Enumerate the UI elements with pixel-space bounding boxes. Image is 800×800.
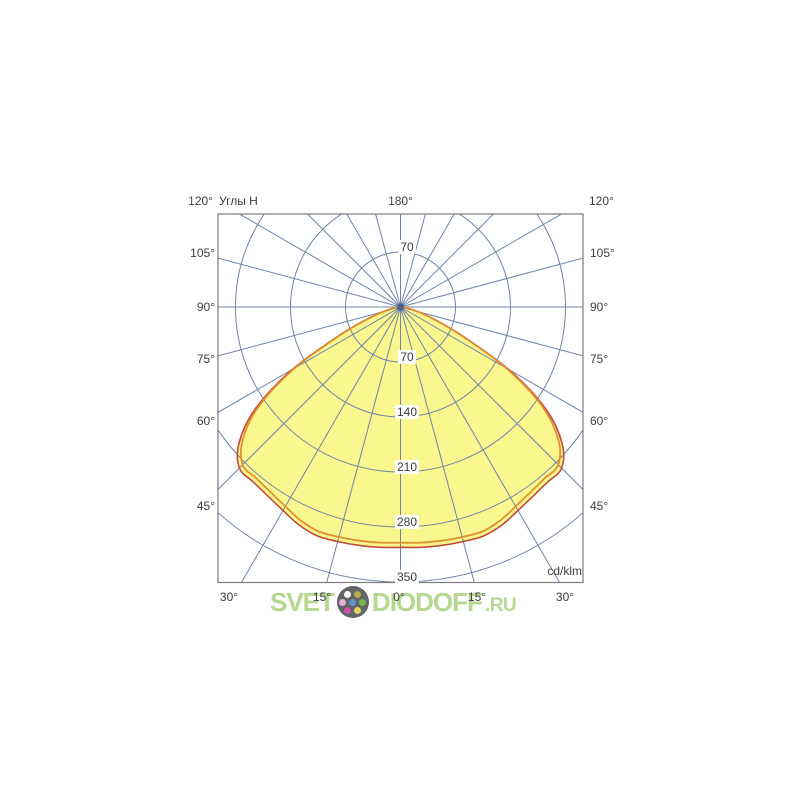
angle-label-bottom-left-30: 30° <box>219 590 239 604</box>
angle-label-right-60: 60° <box>590 414 609 428</box>
logo-dot <box>344 590 352 598</box>
angle-label-left-45: 45° <box>196 499 215 513</box>
angle-label-left-90: 90° <box>196 300 215 314</box>
logo-dot <box>354 606 362 614</box>
angle-label-bottom-left-15: 15° <box>312 590 332 604</box>
svetodiodoff-logo-icon <box>336 586 369 618</box>
ring-label-140: 140 <box>394 405 420 419</box>
angle-label-right-45: 45° <box>590 499 609 513</box>
angle-label-bottom-right-30: 30° <box>555 590 575 604</box>
logo-dot <box>354 590 362 598</box>
angle-label-left-60: 60° <box>196 414 215 428</box>
angle-label-top-180: 180° <box>388 194 413 208</box>
logo-dot <box>359 598 367 606</box>
ring-label-210: 210 <box>394 460 420 474</box>
angle-label-left-75: 75° <box>196 352 215 366</box>
axis-title-ugly-h: Углы H <box>219 194 258 208</box>
angle-label-right-75: 75° <box>590 352 609 366</box>
watermark-text-diodoff: DIODOFF <box>371 586 483 617</box>
ring-label-350: 350 <box>394 570 420 584</box>
ring-label-70: 70 <box>398 350 416 364</box>
angle-label-top-left-120: 120° <box>188 194 213 208</box>
curve-c90 <box>239 306 562 544</box>
polar-grid <box>218 214 583 583</box>
logo-dot <box>349 598 357 606</box>
logo-dot <box>344 606 352 614</box>
site-watermark: SVET DIODOFF .RU <box>270 585 517 619</box>
unit-label-cd-klm: cd/klm <box>547 564 582 578</box>
polar-center-dot <box>397 303 404 311</box>
ring-label-280: 280 <box>394 515 420 529</box>
angle-label-left-105: 105° <box>190 246 215 260</box>
angle-label-bottom-0: 0° <box>393 590 405 604</box>
watermark-text-ru: .RU <box>484 594 517 616</box>
watermark-text-svet: SVET <box>270 586 335 617</box>
logo-dot <box>339 598 347 606</box>
angle-label-right-90: 90° <box>590 300 609 314</box>
intensity-curves <box>236 306 565 549</box>
angle-label-top-right-120: 120° <box>589 194 614 208</box>
angle-label-right-105: 105° <box>590 246 615 260</box>
angle-label-bottom-right-15: 15° <box>467 590 487 604</box>
ring-label-70-top: 70 <box>398 240 416 254</box>
